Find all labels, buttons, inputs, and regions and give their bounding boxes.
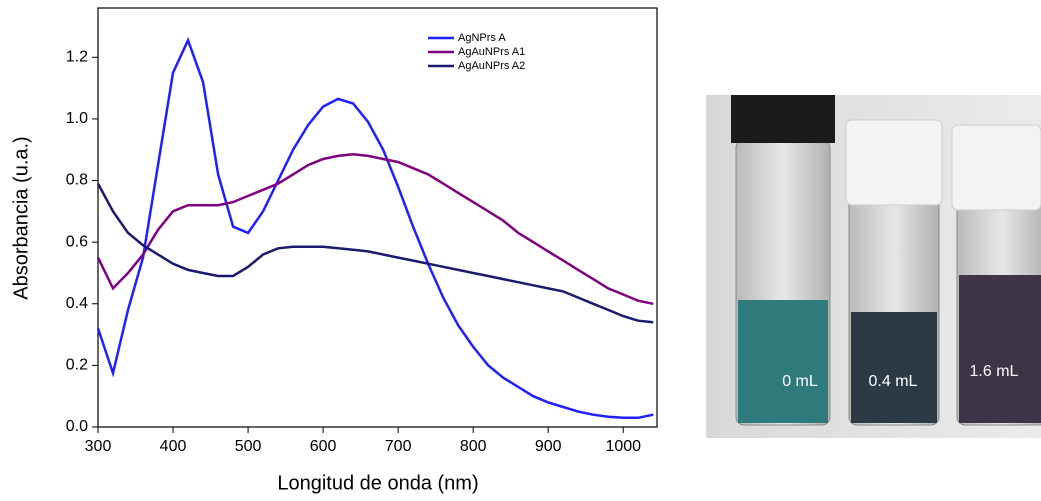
x-tick-label: 800 — [460, 438, 487, 455]
y-tick-label: 1.0 — [66, 110, 88, 127]
series-line — [96, 153, 654, 306]
x-axis-label: Longitud de onda (nm) — [277, 472, 478, 494]
y-tick-label: 0.4 — [66, 295, 88, 312]
series-line — [96, 183, 654, 324]
photo-label: 0.4 mL — [869, 373, 918, 390]
x-tick-label: 600 — [310, 438, 337, 455]
x-tick-label: 300 — [85, 438, 112, 455]
y-tick-label: 0.8 — [66, 172, 88, 189]
y-tick-label: 0.6 — [66, 233, 88, 250]
x-tick-label: 500 — [235, 438, 262, 455]
photo-label: 1.6 mL — [970, 363, 1019, 380]
y-axis-label: Absorbancia (u.a.) — [10, 136, 32, 299]
x-tick-label: 700 — [385, 438, 412, 455]
x-tick-label: 900 — [535, 438, 562, 455]
series-line — [96, 37, 654, 420]
y-tick-label: 1.2 — [66, 49, 88, 66]
plot-frame — [97, 7, 658, 428]
x-tick-label: 1000 — [605, 438, 641, 455]
legend-label: AgAuNPrs A2 — [458, 60, 525, 72]
y-tick-label: 0.0 — [66, 418, 88, 435]
legend-label: AgNPrs A — [458, 32, 506, 44]
photo: 0 mL 0.4 mL 1.6 mL — [706, 95, 1041, 438]
legend-label: AgAuNPrs A1 — [458, 46, 525, 58]
photo-label: 0 mL — [782, 373, 818, 390]
y-tick-label: 0.2 — [66, 357, 88, 374]
x-tick-label: 400 — [160, 438, 187, 455]
